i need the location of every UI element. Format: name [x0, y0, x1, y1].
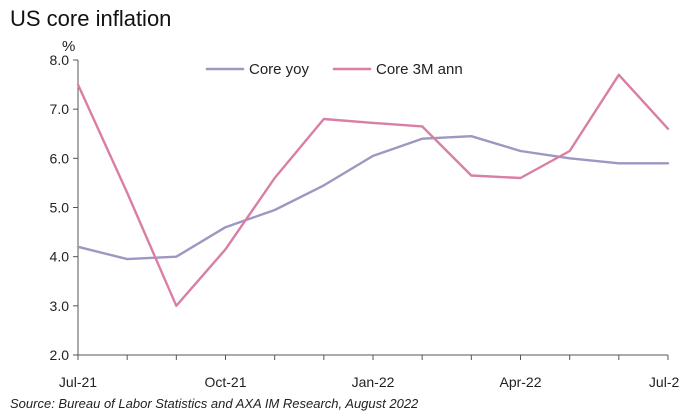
- y-tick-label: 5.0: [50, 200, 70, 216]
- x-tick-label: Jan-22: [352, 374, 395, 390]
- chart-axes: 2.0 3.0 4.0 5.0 6.0 7.0 8.0 Jul-21 Oct-21 Jan-22 A…: [50, 52, 680, 390]
- chart-legend: Core yoy Core 3M ann: [205, 61, 463, 78]
- chart-title: US core inflation: [10, 6, 172, 31]
- legend-label: Core 3M ann: [376, 61, 463, 78]
- y-tick-label: 7.0: [50, 101, 70, 117]
- legend-label: Core yoy: [249, 61, 310, 78]
- y-tick-label: 4.0: [50, 249, 70, 265]
- x-tick-label: Jul-21: [59, 374, 97, 390]
- x-tick-label: Oct-21: [204, 374, 246, 390]
- chart-source-note: Source: Bureau of Labor Statistics and A…: [10, 396, 419, 411]
- y-tick-label: 3.0: [50, 298, 70, 314]
- chart-series-lines: [76, 73, 670, 307]
- y-tick-label: 6.0: [50, 150, 70, 166]
- series-line-core-3m-ann: [76, 73, 670, 307]
- x-tick-label: Apr-22: [499, 374, 541, 390]
- series-line-core-yoy: [76, 134, 670, 261]
- y-tick-label: 2.0: [50, 347, 70, 363]
- y-tick-label: 8.0: [50, 52, 70, 68]
- y-axis-unit-label: %: [62, 38, 76, 55]
- x-tick-label: Jul-22: [649, 374, 680, 390]
